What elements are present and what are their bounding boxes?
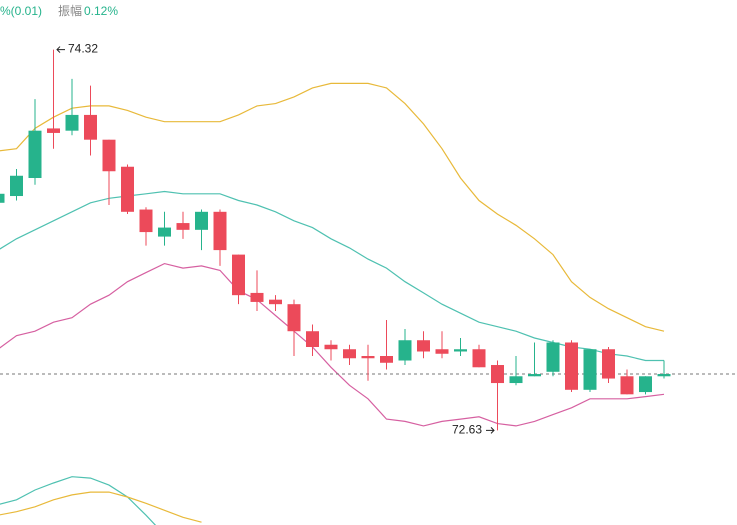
candle-body [380, 356, 393, 363]
amplitude-value: 0.12% [84, 4, 118, 18]
candle-body [361, 356, 375, 359]
candle-body [417, 340, 430, 352]
arrow [56, 46, 65, 53]
candle-body [509, 376, 523, 384]
sub-line [0, 491, 202, 523]
main-panel: 74.32 72.63 [0, 42, 737, 437]
candle-body [232, 254, 245, 296]
candle-body [324, 344, 338, 350]
candle-body [287, 304, 301, 332]
sub-panel [0, 476, 202, 525]
candle-body [195, 211, 208, 230]
candle-body [84, 114, 97, 140]
candle-body [454, 349, 467, 352]
band-line [0, 190, 664, 362]
candle-body [47, 128, 60, 133]
candle-body [491, 365, 504, 384]
min-label: 72.63 [452, 423, 482, 437]
candle-body [121, 166, 134, 212]
arrow [486, 427, 495, 434]
candle-body [546, 342, 560, 372]
candle-body [620, 376, 634, 395]
candle-body [343, 349, 356, 359]
candle-body [472, 349, 486, 368]
candle-body [565, 342, 578, 390]
candle-body [583, 349, 597, 390]
sub-line [0, 476, 157, 525]
band-line [0, 262, 665, 427]
band-line [0, 82, 665, 332]
candle-body [213, 211, 227, 251]
candle-body [435, 349, 449, 354]
candle-body [639, 376, 652, 393]
candle-body [10, 175, 23, 197]
max-label: 74.32 [68, 42, 98, 56]
candle-body [602, 349, 615, 379]
candle-body [398, 340, 412, 361]
candle-body [65, 114, 79, 131]
amplitude-label: 振幅 [58, 3, 82, 18]
candle-body [306, 331, 319, 347]
candle-body [139, 209, 153, 233]
candle-body [657, 374, 671, 377]
candle-body [269, 299, 282, 305]
candle-body [528, 374, 541, 377]
candle-body [158, 227, 171, 237]
candle-body [176, 223, 190, 230]
candle-body [28, 130, 42, 179]
change-text: %(0.01) [0, 4, 42, 18]
candle-body [102, 139, 116, 172]
candle-body [250, 292, 264, 302]
candle-body [0, 193, 5, 203]
